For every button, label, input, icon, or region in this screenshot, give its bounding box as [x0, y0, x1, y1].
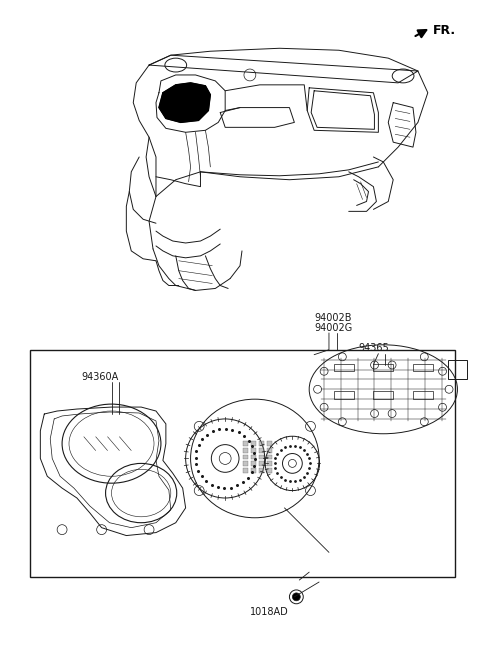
Bar: [243, 447, 248, 453]
Text: 1018AD: 1018AD: [250, 607, 289, 616]
Bar: [373, 364, 393, 371]
Bar: [259, 455, 264, 459]
Bar: [251, 447, 256, 453]
Bar: [413, 364, 433, 371]
Text: 94002B: 94002B: [314, 313, 352, 323]
Polygon shape: [159, 83, 210, 122]
Bar: [447, 360, 468, 379]
Bar: [251, 455, 256, 459]
Bar: [259, 447, 264, 453]
Bar: [259, 441, 264, 445]
Text: 94002G: 94002G: [314, 323, 352, 333]
Bar: [243, 468, 248, 474]
Text: 94365: 94365: [359, 343, 389, 353]
Bar: [267, 455, 272, 459]
Bar: [243, 461, 248, 466]
Bar: [259, 461, 264, 466]
Bar: [243, 441, 248, 445]
Text: 94360A: 94360A: [82, 373, 119, 383]
Bar: [30, 350, 456, 577]
Circle shape: [292, 593, 300, 601]
Bar: [334, 391, 354, 399]
Bar: [251, 461, 256, 466]
Bar: [251, 441, 256, 445]
Text: FR.: FR.: [433, 24, 456, 37]
Bar: [334, 364, 354, 371]
Bar: [373, 391, 393, 399]
Bar: [267, 468, 272, 474]
Bar: [259, 468, 264, 474]
Bar: [413, 391, 433, 399]
Bar: [267, 447, 272, 453]
Bar: [267, 441, 272, 445]
Bar: [251, 468, 256, 474]
Bar: [243, 455, 248, 459]
Bar: [267, 461, 272, 466]
